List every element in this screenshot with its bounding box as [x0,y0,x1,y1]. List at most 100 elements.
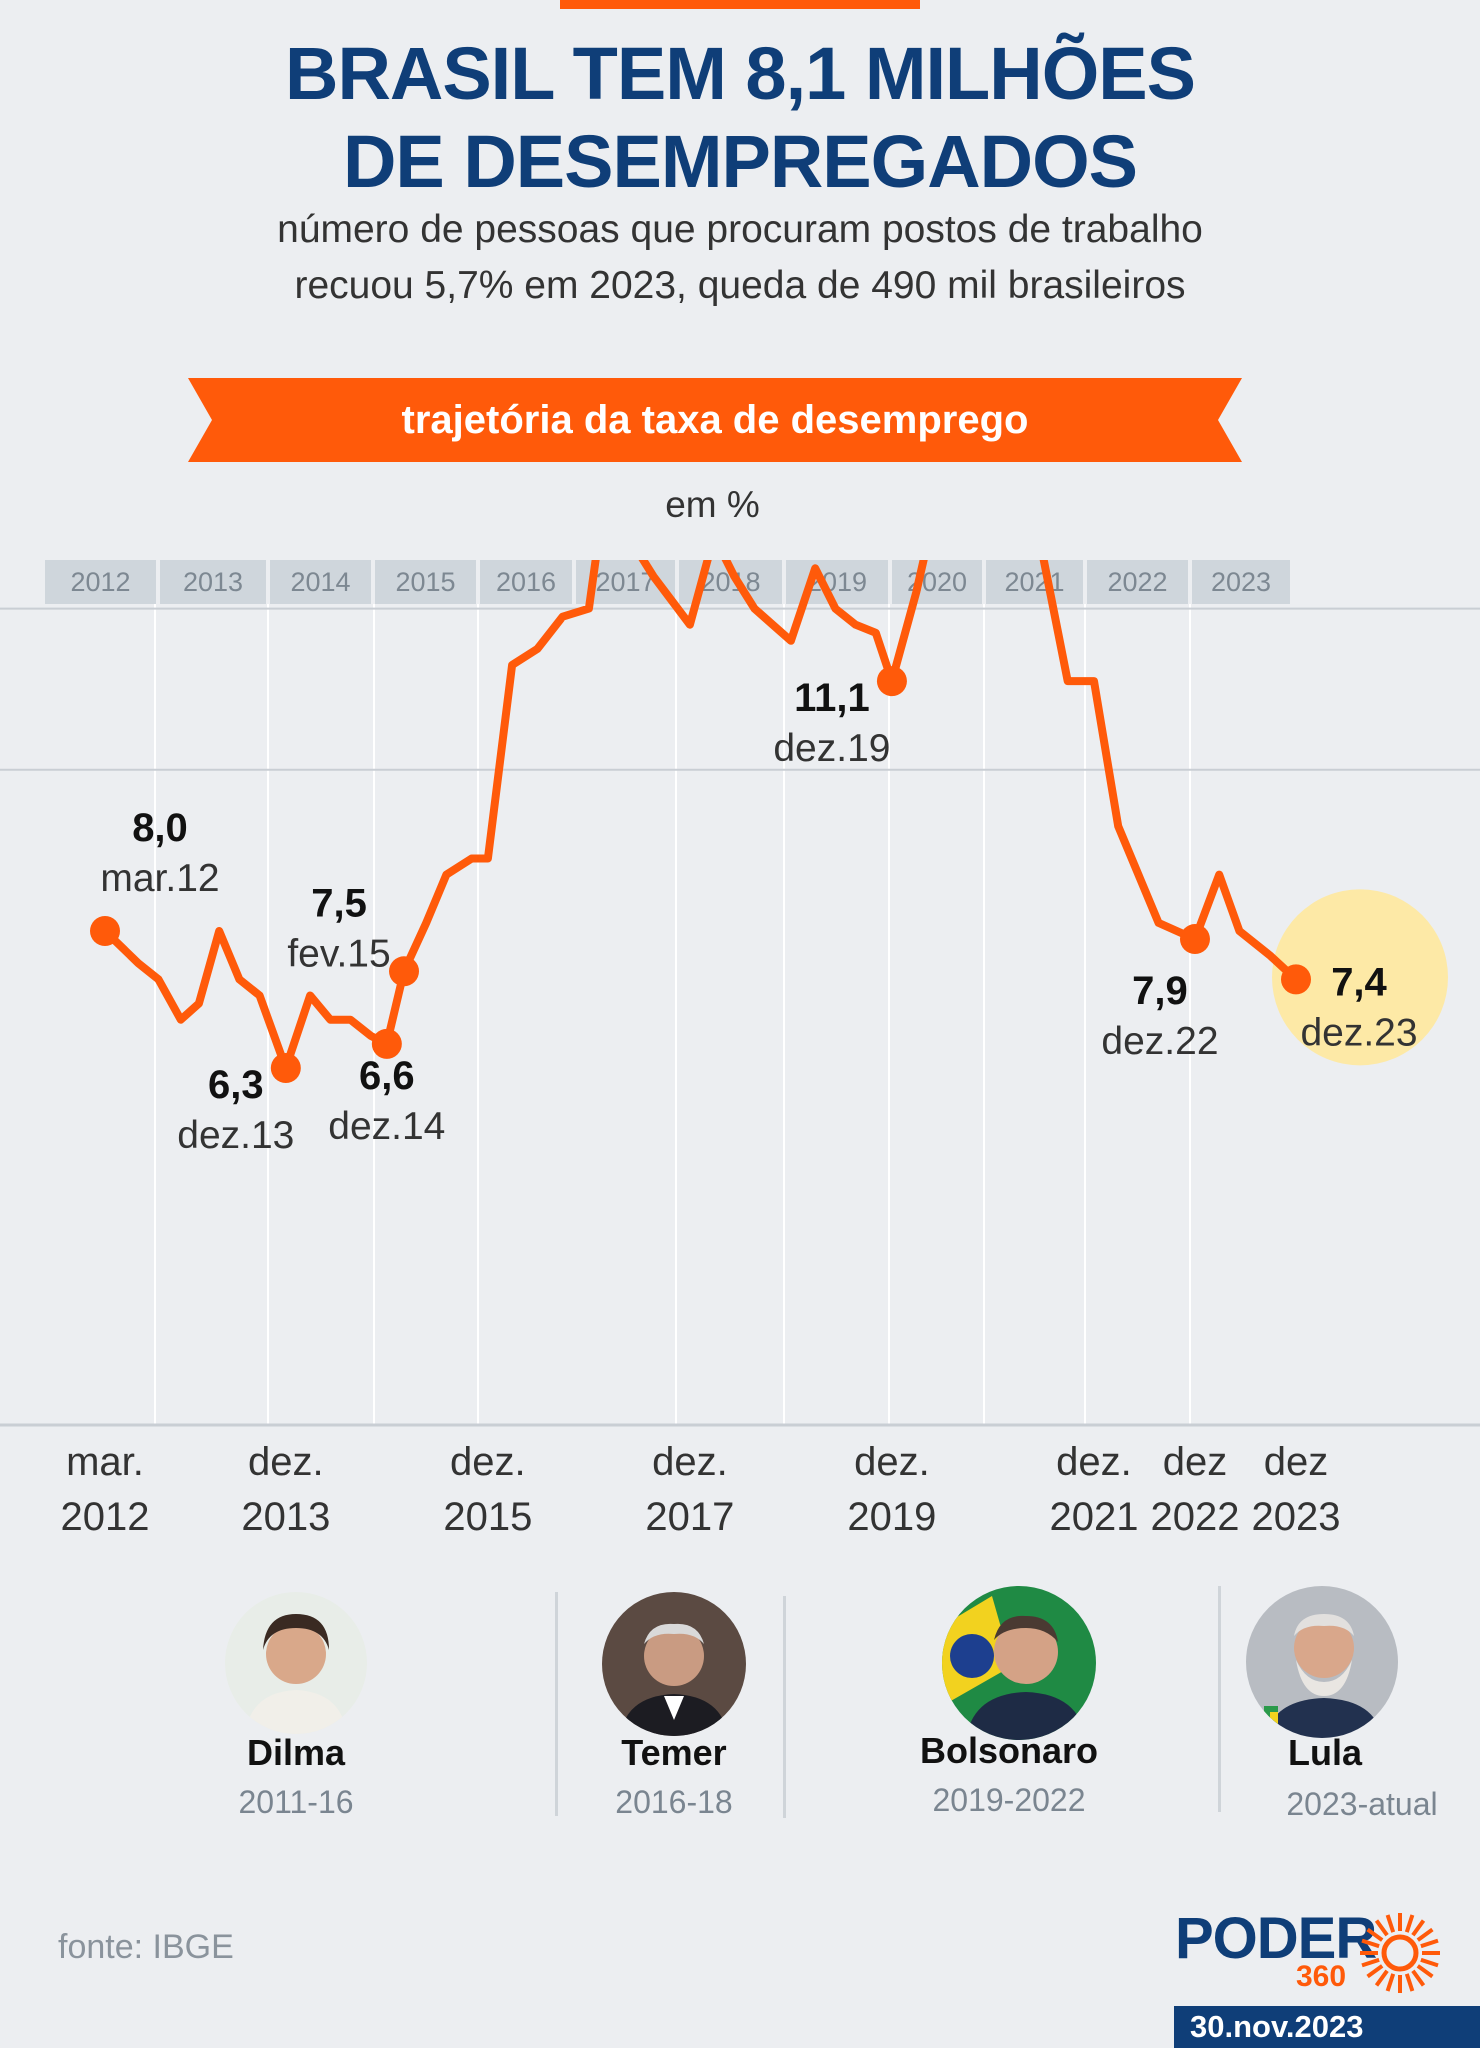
year-band [480,560,572,604]
sun-ray [1361,1957,1380,1968]
x-tick-label-top: dez. [652,1440,728,1484]
sun-ray [1374,1919,1389,1937]
year-band [375,560,476,604]
x-tick-label-bottom: 2012 [61,1495,150,1539]
president-term-lula: 2023-atual [1286,1786,1438,1822]
source-note: fonte: IBGE [58,1928,234,1966]
publication-date: 30.nov.2023 [1190,2009,1364,2044]
subtitle: número de pessoas que procuram postos de… [0,202,1480,314]
president-term-bolsonaro: 2019-2022 [932,1782,1086,1818]
top-accent-bar [560,0,920,9]
president-divider [1218,1586,1221,1812]
latest-value-highlight [1272,889,1448,1066]
poder360-logo-number: 360 [1296,1960,1347,1993]
x-tick-label-bottom: 2021 [1049,1495,1138,1539]
president-name-temer: Temer [621,1732,727,1773]
x-tick-label-top: dez. [854,1440,930,1484]
bolsonaro-photo [942,1586,1096,1740]
annotation-date: dez.14 [328,1105,445,1148]
president-term-dilma: 2011-16 [238,1784,354,1820]
year-band-label: 2017 [595,567,655,597]
year-band-label: 2016 [496,567,556,597]
sun-ray [1411,1969,1426,1987]
subtitle-line-2: recuou 5,7% em 2023, queda de 490 mil br… [294,264,1186,307]
annotation-date: mar.12 [100,857,219,900]
year-band-label: 2013 [183,567,243,597]
sun-ray [1374,1969,1389,1987]
annotated-point [371,1028,402,1059]
ribbon-banner [188,378,1242,462]
year-band-label: 2014 [290,567,350,597]
title-line-1: BRASIL TEM 8,1 MILHÕES [285,32,1196,115]
annotated-point [389,956,420,987]
sun-ray [1404,1973,1415,1992]
year-band-label: 2022 [1107,567,1167,597]
x-tick-label-bottom: 2015 [443,1495,532,1539]
year-band-label: 2021 [1004,567,1064,597]
sun-ray [1420,1938,1439,1949]
x-tick-label-bottom: 2013 [241,1495,330,1539]
annotation-value: 7,9 [1132,969,1188,1013]
president-term-temer: 2016-18 [615,1784,733,1820]
unit-label: em % [665,484,760,525]
sun-ray [1404,1914,1415,1933]
year-band [45,560,156,604]
annotation-value: 11,1 [794,676,870,720]
lula-photo [1246,1586,1398,1738]
x-tick-label-bottom: 2022 [1150,1495,1239,1539]
year-band-label: 2015 [395,567,455,597]
annotated-point [270,1053,301,1084]
president-name-bolsonaro: Bolsonaro [919,1730,1098,1771]
year-band [160,560,266,604]
year-band [986,560,1083,604]
annotation-value: 7,4 [1331,960,1387,1004]
dilma-photo [225,1592,367,1734]
annotation-date: dez.23 [1300,1011,1417,1054]
year-band [1192,560,1290,604]
annotation-value: 7,5 [311,881,367,925]
year-band [270,560,371,604]
subtitle-line-1: número de pessoas que procuram postos de… [277,208,1203,251]
annotated-point [1179,924,1210,955]
x-tick-label-top: dez. [1056,1440,1132,1484]
temer-photo [602,1592,746,1736]
annotated-point [90,916,120,946]
year-band [1087,560,1188,604]
annotation-date: fev.15 [287,932,390,975]
page-title: BRASIL TEM 8,1 MILHÕES DE DESEMPREGADOS [0,30,1480,206]
annotated-point [876,666,907,697]
sun-ray [1385,1914,1396,1933]
president-divider [783,1596,786,1818]
x-tick-label-top: mar. [66,1440,144,1484]
sun-ray [1366,1927,1384,1942]
title-line-2: DE DESEMPREGADOS [342,120,1138,203]
sun-ray [1411,1919,1426,1937]
annotation-value: 6,3 [208,1063,264,1107]
annotation-date: dez.19 [773,727,890,770]
x-tick-label-top: dez [1163,1440,1228,1484]
unemployment-line-chart: 2012 2013 2014 2015 2016 2017 2018 2019 2020 2021… [0,560,1480,1539]
date-bar [1174,2006,1480,2048]
x-tick-label-top: dez. [248,1440,324,1484]
x-tick-label-top: dez. [450,1440,526,1484]
sun-ray [1385,1973,1396,1992]
sun-ray [1416,1927,1434,1942]
poder360-logo-text: PODER [1175,1906,1377,1971]
x-tick-label-bottom: 2019 [847,1495,936,1539]
sun-ray [1361,1938,1380,1949]
x-tick-label-top: dez [1264,1440,1329,1484]
president-name-dilma: Dilma [246,1732,346,1773]
poder360-sun-icon [1360,1913,1440,1993]
annotation-value: 8,0 [132,806,188,850]
sun-ray [1416,1964,1434,1979]
president-name-lula: Lula [1287,1732,1362,1773]
x-tick-label-bottom: 2017 [645,1495,734,1539]
sun-ray [1420,1957,1439,1968]
annotation-date: dez.13 [177,1114,294,1157]
ribbon-label: trajetória da taxa de desemprego [401,398,1029,442]
unemployment-series-line [101,560,1300,1072]
year-band [892,560,982,604]
annotated-point [1281,964,1311,995]
year-band-label: 2012 [70,567,130,597]
annotation-date: dez.22 [1101,1020,1218,1063]
